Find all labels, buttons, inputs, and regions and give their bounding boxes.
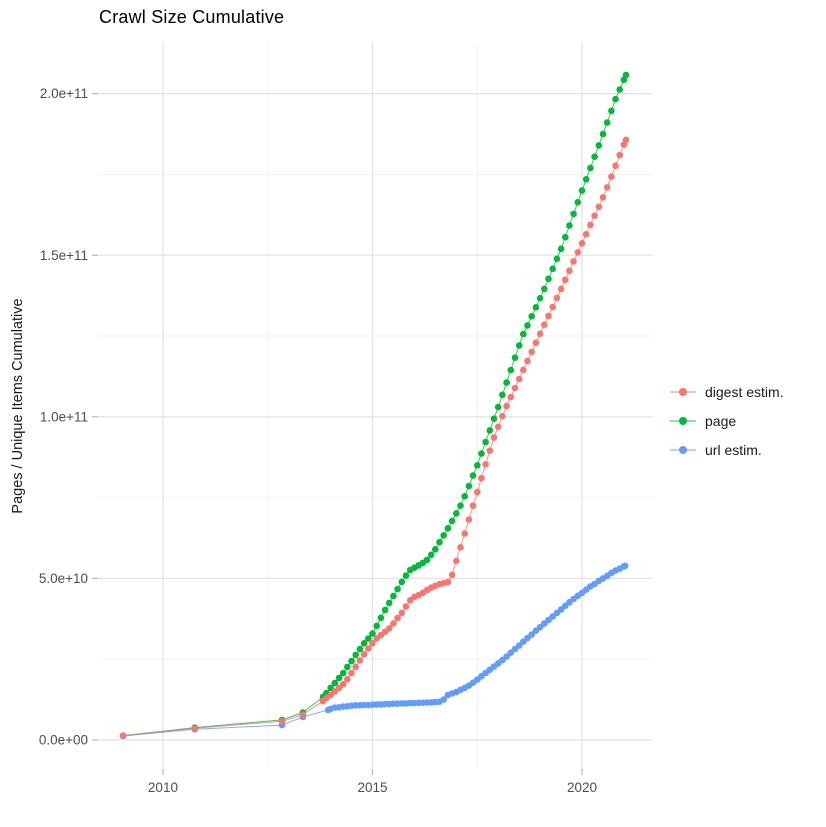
legend-label: page xyxy=(705,412,737,429)
axis-ticks xyxy=(92,93,583,775)
x-tick-label: 2020 xyxy=(567,780,597,795)
x-axis-tick-labels: 2010 2015 2020 xyxy=(148,780,597,795)
series-url-estim xyxy=(119,562,629,740)
y-tick-label: 2.0e+11 xyxy=(40,86,88,101)
legend: digest estim. page url estim. xyxy=(670,377,784,464)
series-digest-estim xyxy=(119,136,630,739)
legend-key-url-estim-icon xyxy=(670,443,696,457)
grid-minor xyxy=(98,42,652,769)
y-axis-tick-labels: 0.0e+00 5.0e+10 1.0e+11 1.5e+11 2.0e+11 xyxy=(39,86,88,747)
legend-key-digest-estim-icon xyxy=(670,385,696,399)
legend-label: url estim. xyxy=(705,441,762,458)
legend-key-page-icon xyxy=(670,414,696,428)
x-tick-label: 2010 xyxy=(148,780,178,795)
series-page xyxy=(119,71,630,739)
legend-item-url-estim: url estim. xyxy=(670,435,784,464)
x-tick-label: 2015 xyxy=(357,780,387,795)
y-tick-label: 5.0e+10 xyxy=(39,571,88,586)
y-tick-label: 0.0e+00 xyxy=(39,732,88,747)
y-tick-label: 1.0e+11 xyxy=(40,409,88,424)
legend-label: digest estim. xyxy=(705,383,784,400)
grid-major xyxy=(98,42,652,769)
chart-title: Crawl Size Cumulative xyxy=(99,7,285,27)
legend-item-digest-estim: digest estim. xyxy=(670,377,784,406)
y-tick-label: 1.5e+11 xyxy=(40,248,88,263)
legend-item-page: page xyxy=(670,406,784,435)
